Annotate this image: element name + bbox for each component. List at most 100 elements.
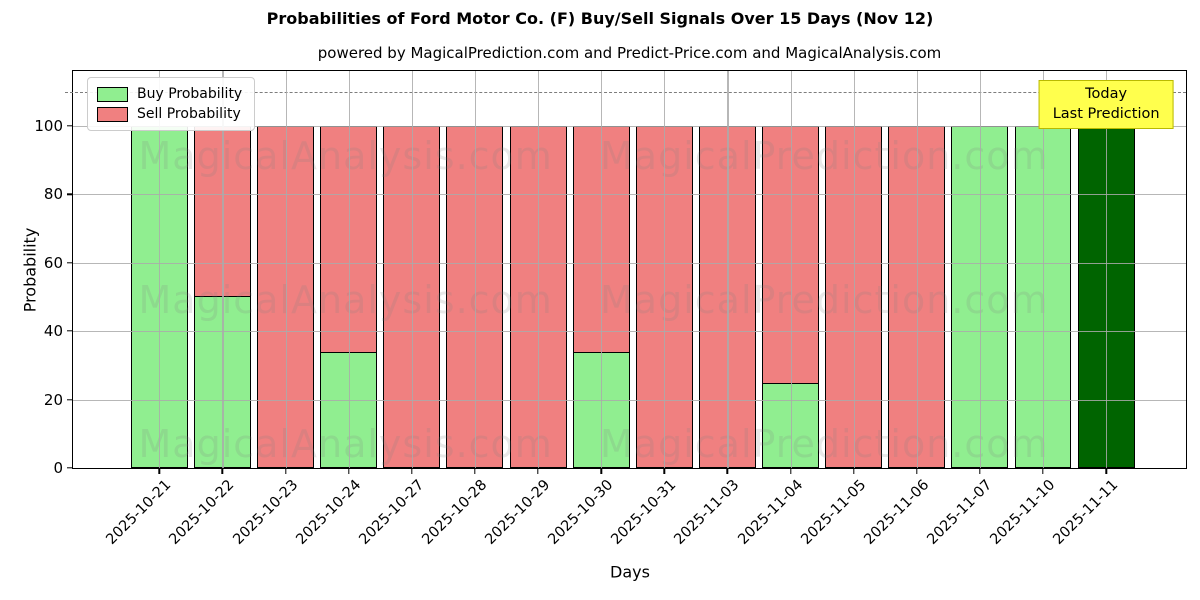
y-axis-label: Probability	[20, 227, 40, 313]
bar-segment-sell	[763, 126, 818, 384]
x-tick-mark	[411, 468, 413, 474]
v-gridline	[474, 71, 477, 468]
watermark-left: MagicalAnalysis.com	[138, 133, 553, 178]
plot-area: Buy Probability Sell Probability Today L…	[34, 70, 1187, 548]
x-tick-mark	[726, 468, 729, 474]
x-tick-mark	[474, 468, 476, 474]
x-tick-label: 2025-11-10	[987, 477, 1059, 548]
bar-buy	[320, 125, 378, 468]
x-tick-mark	[158, 468, 161, 474]
v-gridline	[916, 71, 918, 468]
h-gridline	[73, 262, 1186, 264]
x-tick-label: 2025-10-28	[419, 477, 491, 548]
x-tick-mark	[1042, 468, 1044, 474]
x-tick-mark	[348, 468, 350, 474]
bar-sell	[698, 125, 756, 468]
v-gridline	[222, 71, 224, 468]
x-tick-label: 2025-10-30	[545, 477, 617, 548]
x-tick-label: 2025-11-06	[861, 477, 933, 548]
v-gridline	[790, 71, 792, 468]
x-tick-label: 2025-10-27	[356, 477, 428, 548]
bar-today	[1077, 125, 1135, 468]
buy-swatch-icon	[97, 86, 128, 102]
bar-sell	[888, 125, 946, 468]
v-gridline	[727, 71, 729, 468]
y-tick-label: 60	[43, 253, 63, 272]
today-annotation: Today Last Prediction	[1038, 80, 1174, 129]
x-tick-label: 2025-11-07	[924, 477, 996, 548]
x-tick-label: 2025-10-22	[166, 477, 238, 548]
legend-label-buy: Buy Probability	[137, 86, 243, 102]
h-gridline	[73, 399, 1186, 401]
x-tick-label: 2025-10-31	[608, 477, 680, 548]
y-tick-label: 100	[34, 116, 63, 135]
y-tick-mark	[67, 398, 73, 401]
y-tick-mark	[67, 330, 73, 332]
v-gridline	[538, 71, 540, 468]
legend: Buy Probability Sell Probability	[87, 77, 256, 131]
bar-segment-sell	[321, 126, 377, 354]
h-gridline	[73, 125, 1186, 127]
chart-title: Probabilities of Ford Motor Co. (F) Buy/…	[266, 9, 934, 28]
bar-buy	[762, 125, 819, 468]
x-tick-label: 2025-11-05	[798, 477, 869, 548]
v-gridline	[285, 71, 287, 468]
v-gridline	[664, 71, 666, 468]
legend-item-sell: Sell Probability	[97, 104, 242, 124]
chart-subtitle: powered by MagicalPrediction.com and Pre…	[317, 44, 942, 62]
x-tick-label: 2025-11-03	[671, 477, 743, 548]
bar-sell	[257, 125, 315, 468]
v-gridline	[853, 71, 855, 468]
legend-label-sell: Sell Probability	[137, 106, 241, 122]
x-tick-mark	[789, 468, 792, 474]
x-tick-mark	[979, 468, 981, 474]
x-tick-mark	[916, 468, 918, 474]
x-tick-mark	[537, 468, 539, 474]
y-tick-mark	[67, 193, 73, 195]
watermark-left: MagicalAnalysis.com	[138, 277, 553, 322]
v-gridline	[1043, 71, 1045, 468]
dashed-threshold-line	[65, 91, 1186, 93]
h-gridline	[73, 194, 1186, 196]
x-tick-label: 2025-10-24	[293, 477, 365, 548]
watermark-right: MagicalPrediction.com	[600, 133, 1049, 178]
y-tick-label: 80	[43, 185, 63, 204]
x-axis-label: Days	[610, 562, 650, 582]
y-tick-mark	[67, 261, 73, 264]
watermark-right: MagicalPrediction.com	[600, 422, 1049, 467]
watermark-right: MagicalPrediction.com	[600, 277, 1049, 322]
h-gridline	[73, 331, 1186, 333]
v-gridline	[979, 71, 981, 468]
x-tick-label: 2025-10-21	[103, 477, 175, 548]
y-tick-mark	[67, 467, 73, 469]
x-tick-label: 2025-10-29	[482, 477, 554, 548]
y-tick-label: 20	[43, 390, 63, 409]
bar-buy	[130, 125, 188, 468]
x-tick-label: 2025-11-04	[734, 477, 806, 548]
today-annotation-line1: Today	[1085, 86, 1128, 102]
y-tick-label: 0	[53, 459, 63, 477]
bar-buy	[1014, 125, 1072, 468]
v-gridline	[601, 71, 603, 468]
today-annotation-line2: Last Prediction	[1052, 106, 1160, 123]
x-tick-label: 2025-11-11	[1050, 477, 1122, 548]
sell-swatch-icon	[97, 106, 128, 122]
x-tick-mark	[284, 468, 287, 474]
bar-segment-sell	[195, 126, 250, 297]
x-tick-mark	[663, 468, 666, 474]
v-gridline	[1106, 71, 1108, 468]
v-gridline	[411, 71, 413, 468]
y-tick-mark	[67, 125, 73, 127]
x-tick-mark	[852, 468, 855, 474]
legend-item-buy: Buy Probability	[97, 84, 242, 104]
x-tick-label: 2025-10-23	[229, 477, 301, 548]
v-gridline	[159, 71, 161, 468]
bar-buy	[194, 125, 251, 468]
x-tick-mark	[600, 468, 602, 474]
x-tick-mark	[221, 468, 224, 474]
bar-buy	[572, 125, 630, 468]
x-tick-mark	[1105, 468, 1107, 474]
v-gridline	[348, 71, 350, 468]
watermark-left: MagicalAnalysis.com	[138, 422, 553, 467]
